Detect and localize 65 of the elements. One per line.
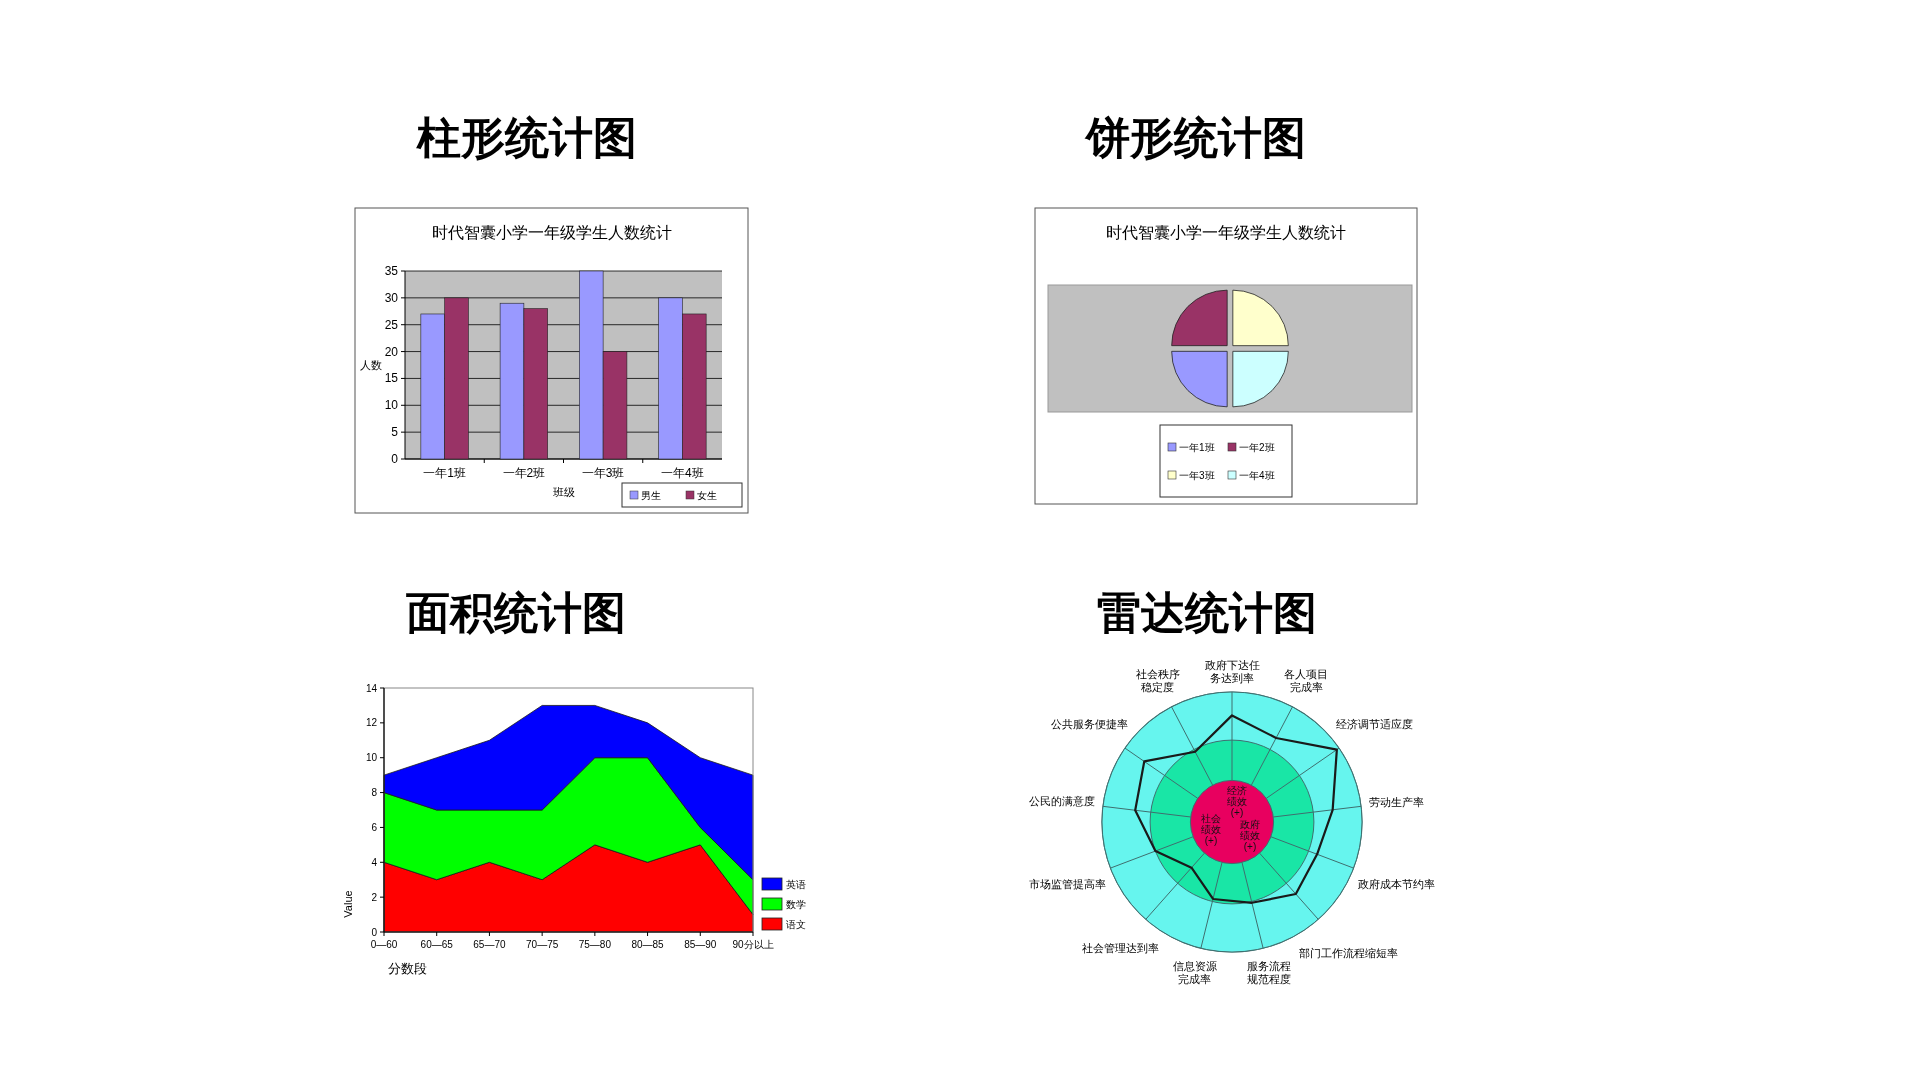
y-tick-label: 35	[384, 264, 399, 278]
legend-label: 男生	[641, 489, 661, 501]
spoke-label: 劳动生产率	[1369, 795, 1425, 808]
x-tick-label: 一年2班	[502, 466, 546, 480]
chart-subtitle: 时代智囊小学一年级学生人数统计	[1106, 223, 1346, 241]
y-tick-label: 25	[384, 317, 399, 332]
x-tick-label: 一年1班	[423, 466, 466, 480]
x-tick-label: 0—60	[370, 938, 398, 950]
spoke-label: 部门工作流程缩短率	[1298, 947, 1398, 960]
y-tick-label: 0	[371, 926, 378, 938]
spoke-label: 信息资源完成率	[1172, 960, 1217, 986]
y-tick-label: 15	[384, 371, 399, 386]
spoke-label: 服务流程规范程度	[1247, 960, 1292, 986]
x-tick-label: 80—85	[631, 938, 665, 950]
y-tick-label: 20	[384, 344, 399, 359]
y-axis-title: 人数	[360, 359, 382, 371]
y-tick-label: 6	[371, 821, 378, 833]
spoke-label: 政府成本节约率	[1358, 878, 1436, 891]
text: 经济绩效(+)	[1226, 784, 1248, 818]
x-tick-label: 60—65	[420, 938, 454, 950]
chart-subtitle: 时代智囊小学一年级学生人数统计	[431, 223, 672, 241]
text: 政府绩效(+)	[1239, 818, 1261, 852]
spoke-label: 公民的满意度	[1028, 795, 1095, 808]
y-tick-label: 10	[365, 752, 378, 764]
y-tick-label: 30	[384, 290, 399, 305]
x-axis-title: 分数段	[387, 960, 427, 976]
legend-label: 数学	[786, 898, 806, 910]
text: 社会绩效(+)	[1200, 812, 1222, 846]
spoke-label: 市场监管提高率	[1028, 878, 1106, 891]
y-tick-label: 0	[391, 452, 399, 466]
chart-title: 饼形统计图	[1084, 112, 1306, 162]
spoke-label: 各人项目完成率	[1284, 668, 1329, 694]
x-tick-label: 75—80	[578, 938, 612, 950]
x-tick-label: 85—90	[684, 938, 717, 950]
spoke-label: 政府下达任务达到率	[1204, 659, 1260, 684]
legend-label: 语文	[786, 918, 806, 930]
legend-label: 一年2班	[1239, 441, 1275, 453]
y-tick-label: 4	[371, 856, 378, 868]
pie-slice	[1171, 289, 1228, 347]
pie-slice	[1232, 350, 1289, 408]
x-tick-label: 65—70	[473, 938, 506, 950]
pie-slice	[1232, 289, 1289, 347]
y-tick-label: 14	[365, 682, 378, 694]
x-tick-label: 90分以上	[732, 938, 774, 950]
chart-title: 柱形统计图	[416, 112, 637, 162]
legend-label: 女生	[697, 489, 717, 501]
spoke-label: 公共服务便捷率	[1051, 717, 1129, 730]
spoke-label: 社会秩序稳定度	[1135, 668, 1180, 694]
y-tick-label: 2	[371, 891, 378, 903]
chart-title: 面积统计图	[406, 587, 626, 637]
x-tick-label: 一年4班	[661, 466, 704, 480]
legend-label: 英语	[786, 878, 806, 890]
y-tick-label: 10	[384, 398, 399, 413]
x-tick-label: 70—75	[526, 938, 559, 950]
pie-slice	[1171, 350, 1228, 408]
spoke-label: 经济调节适应度	[1335, 717, 1413, 730]
chart-title: 雷达统计图	[1097, 587, 1317, 637]
spoke-label: 社会管理达到率	[1082, 941, 1160, 954]
x-tick-label: 一年3班	[581, 466, 625, 480]
y-tick-label: 8	[371, 787, 378, 799]
y-axis-title: Value	[342, 890, 354, 918]
x-axis-title: 班级	[552, 486, 575, 498]
legend-label: 一年1班	[1179, 441, 1215, 453]
y-tick-label: 5	[391, 425, 399, 440]
y-tick-label: 12	[365, 717, 378, 729]
